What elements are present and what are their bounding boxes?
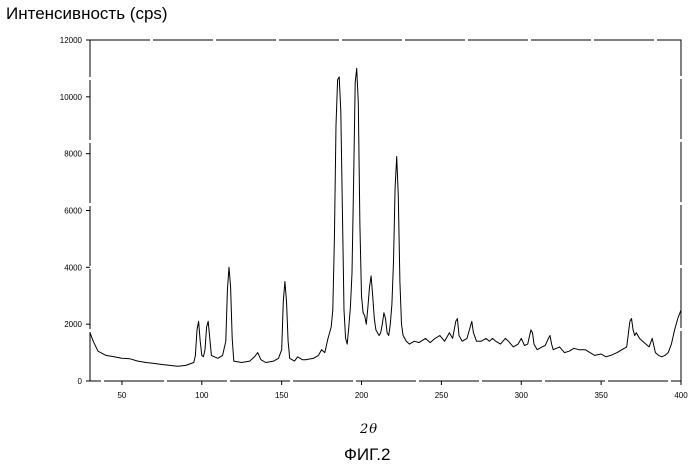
x-tick-label-1: 100 xyxy=(195,391,209,400)
series-line-0 xyxy=(90,68,681,366)
chart-plot-area xyxy=(90,68,681,366)
x-tick-label-2: 150 xyxy=(275,391,289,400)
x-tick-label-6: 350 xyxy=(594,391,608,400)
x-tick-label-4: 250 xyxy=(435,391,449,400)
x-tick-label-0: 50 xyxy=(117,391,126,400)
y-tick-label-4: 8000 xyxy=(64,150,82,159)
x-tick-label-3: 200 xyxy=(355,391,369,400)
y-tick-label-6: 12000 xyxy=(60,36,83,45)
y-tick-label-0: 0 xyxy=(78,377,83,386)
y-tick-label-3: 6000 xyxy=(64,207,82,216)
y-tick-label-5: 10000 xyxy=(60,93,83,102)
y-tick-label-1: 2000 xyxy=(64,320,82,329)
x-tick-label-5: 300 xyxy=(515,391,529,400)
x-tick-label-7: 400 xyxy=(674,391,688,400)
plot-frame xyxy=(90,40,681,381)
y-tick-label-2: 4000 xyxy=(64,263,82,272)
chart-ticks: 0 2000 4000 6000 8000 10000 12000 50 100 150 200 25… xyxy=(60,36,688,400)
chart-axes xyxy=(90,40,681,381)
